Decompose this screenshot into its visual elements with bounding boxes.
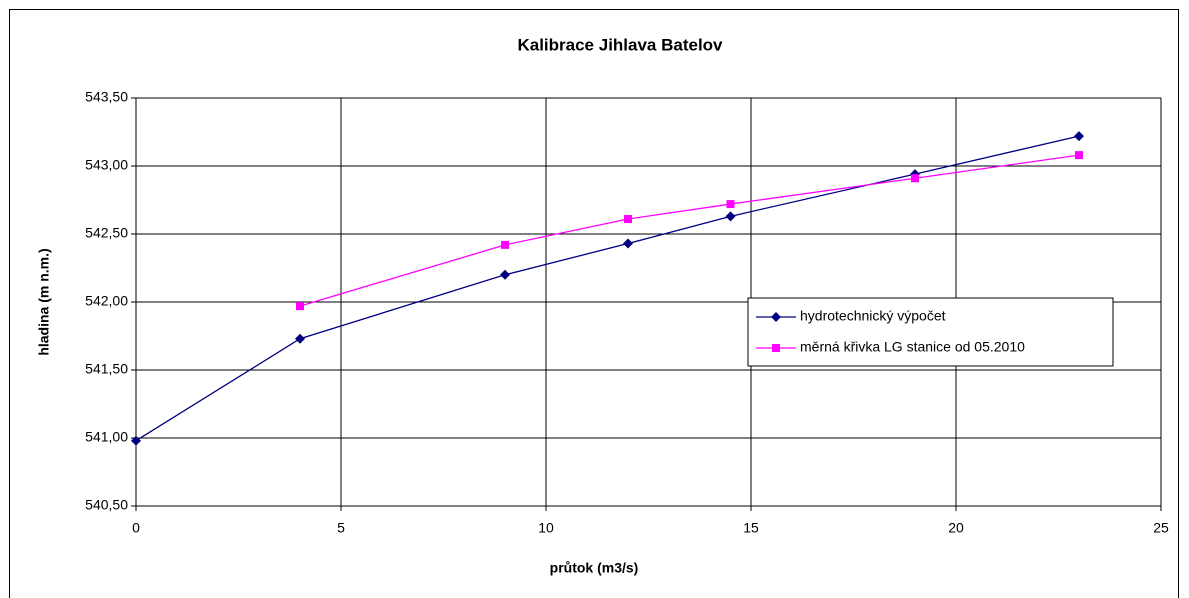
y-tick-label: 542,00 (85, 293, 128, 309)
x-axis-label: průtok (m3/s) (550, 560, 639, 576)
legend-label: hydrotechnický výpočet (800, 308, 946, 324)
marker (624, 215, 632, 224)
marker (623, 238, 633, 249)
marker (500, 269, 510, 280)
y-tick-label: 542,50 (85, 225, 128, 241)
legend (747, 297, 1114, 367)
y-tick-label: 543,00 (85, 157, 128, 173)
x-tick-label: 20 (948, 520, 964, 536)
x-tick-label: 10 (538, 520, 554, 536)
legend-label: měrná křivka LG stanice od 05.2010 (800, 339, 1025, 355)
series-line (299, 154, 1080, 307)
marker (296, 302, 304, 311)
y-tick-label: 541,00 (85, 429, 128, 445)
marker (1074, 131, 1084, 142)
marker (501, 240, 509, 249)
marker (772, 344, 780, 352)
y-tick-label: 541,50 (85, 361, 128, 377)
marker (1075, 151, 1083, 160)
marker (131, 435, 141, 446)
x-tick-label: 5 (337, 520, 345, 536)
marker (911, 174, 919, 183)
x-tick-label: 15 (743, 520, 759, 536)
y-axis-label: hladina (m n.m.) (36, 248, 52, 355)
marker (726, 200, 735, 209)
y-tick-label: 543,50 (85, 89, 128, 105)
marker (771, 312, 781, 322)
y-tick-label: 540,50 (85, 497, 128, 513)
x-tick-label: 0 (132, 520, 140, 536)
marker (295, 333, 305, 344)
marker (725, 211, 736, 222)
chart-title: Kalibrace Jihlava Batelov (517, 35, 723, 54)
x-tick-label: 25 (1153, 520, 1169, 536)
